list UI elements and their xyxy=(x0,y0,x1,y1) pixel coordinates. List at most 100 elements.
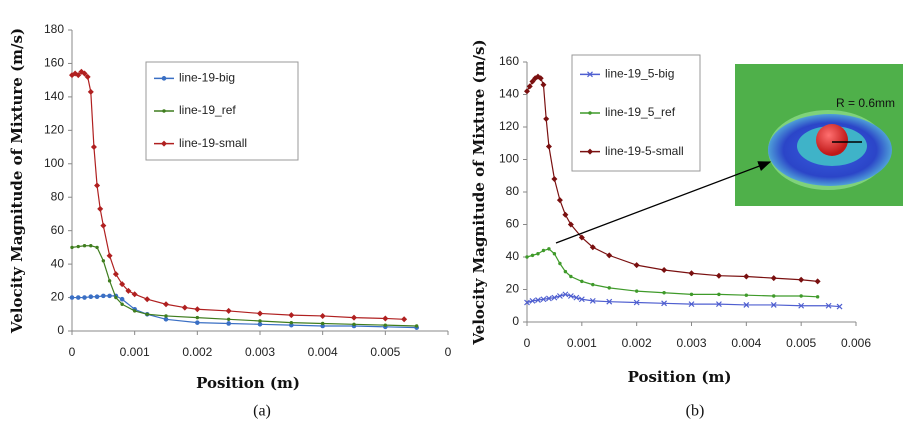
arrow-line xyxy=(555,161,772,244)
data-point xyxy=(815,295,820,299)
data-point xyxy=(799,294,803,298)
data-point xyxy=(145,312,149,316)
x-tick-label: 0.001 xyxy=(120,345,150,359)
data-point xyxy=(535,297,541,303)
x-axis-label: Position (m) xyxy=(196,374,300,392)
data-point xyxy=(525,255,529,259)
data-point xyxy=(401,316,408,323)
data-point xyxy=(383,323,388,327)
y-tick-label: 160 xyxy=(499,54,519,68)
data-point xyxy=(772,294,776,298)
data-point xyxy=(578,234,585,241)
y-tick-label: 80 xyxy=(51,189,65,203)
data-point xyxy=(88,294,94,300)
arrow xyxy=(555,161,772,244)
x-tick-label: 0 xyxy=(69,345,76,359)
x-tick-label: 0.003 xyxy=(245,345,275,359)
data-point xyxy=(558,261,562,266)
data-point xyxy=(578,296,585,303)
legend-marker xyxy=(587,71,593,78)
data-point xyxy=(529,297,536,304)
data-point xyxy=(524,299,530,306)
x-tick-label: 0.001 xyxy=(567,336,597,350)
data-point xyxy=(689,292,694,297)
data-point xyxy=(320,323,325,329)
data-point xyxy=(257,310,263,317)
data-point xyxy=(89,244,93,248)
x-tick-label: 0 xyxy=(524,336,531,350)
data-point xyxy=(543,115,550,122)
y-tick-label: 0 xyxy=(512,314,519,328)
data-point xyxy=(132,309,137,313)
data-point xyxy=(580,279,584,284)
data-point xyxy=(567,293,574,299)
data-point xyxy=(100,222,107,229)
data-point xyxy=(101,259,106,263)
data-point xyxy=(744,293,749,297)
y-tick-label: 40 xyxy=(506,249,520,263)
legend-marker xyxy=(588,111,592,115)
x-tick-label: 0.005 xyxy=(370,345,400,359)
data-point xyxy=(526,83,533,90)
data-point xyxy=(661,300,668,307)
data-point xyxy=(540,296,547,303)
data-point xyxy=(94,182,101,189)
data-point xyxy=(536,252,540,256)
legend-label: line-19_5_ref xyxy=(605,105,676,119)
y-tick-label: 100 xyxy=(499,152,519,166)
data-point xyxy=(144,296,151,303)
data-point xyxy=(226,321,231,326)
data-point xyxy=(688,301,695,308)
legend-label: line-19-5-small xyxy=(605,144,684,158)
data-point xyxy=(717,292,721,297)
x-tick-label: 0 xyxy=(445,345,452,359)
data-point xyxy=(606,252,613,259)
data-point xyxy=(540,81,547,88)
data-point xyxy=(798,302,805,309)
y-tick-label: 20 xyxy=(506,282,520,296)
data-point xyxy=(226,317,231,321)
y-tick-label: 140 xyxy=(499,87,519,101)
y-tick-label: 60 xyxy=(51,223,65,237)
data-point xyxy=(546,295,552,302)
series-line xyxy=(526,248,818,298)
data-point xyxy=(95,245,99,250)
data-point xyxy=(112,271,119,278)
data-point xyxy=(573,294,580,301)
data-point xyxy=(547,247,551,251)
data-point xyxy=(195,315,200,320)
data-point xyxy=(633,299,640,306)
data-point xyxy=(836,303,843,310)
y-tick-label: 80 xyxy=(506,184,520,198)
data-point xyxy=(119,296,125,302)
inset-image: R = 0.6mm xyxy=(735,64,903,206)
y-tick-label: 20 xyxy=(51,290,65,304)
data-point xyxy=(743,273,750,280)
data-point xyxy=(125,287,132,294)
annotation: R = 0.6mm xyxy=(836,96,895,110)
data-point xyxy=(537,75,544,82)
y-tick-label: 120 xyxy=(44,123,64,137)
legend-label: line-19_5-big xyxy=(605,67,674,81)
data-point xyxy=(119,281,126,288)
data-point xyxy=(770,302,777,308)
chart: 0 20 40 60 80 100 120 140 160 0 0.001 0.002 0.003 0.0… xyxy=(470,39,871,419)
data-point xyxy=(552,252,557,256)
data-point xyxy=(352,322,356,327)
data-point xyxy=(567,221,574,228)
data-point xyxy=(569,274,573,279)
data-point xyxy=(163,301,169,308)
data-point xyxy=(530,253,535,258)
legend-label: line-19_ref xyxy=(179,103,236,117)
data-point xyxy=(662,291,666,295)
legend-marker xyxy=(161,140,167,147)
y-tick-label: 120 xyxy=(499,119,519,133)
data-point xyxy=(75,72,82,79)
x-tick-label: 0.006 xyxy=(841,336,871,350)
data-point xyxy=(289,320,294,325)
data-point xyxy=(107,279,112,283)
x-tick-label: 0.004 xyxy=(731,336,761,350)
data-point xyxy=(688,270,695,277)
data-point xyxy=(814,278,821,285)
data-point xyxy=(556,293,563,299)
